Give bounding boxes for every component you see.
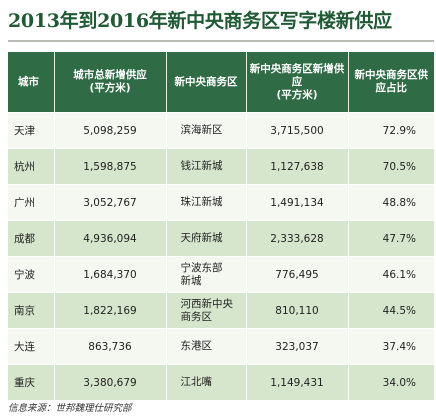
cell-city: 重庆 — [8, 364, 55, 400]
header-share: 新中央商务区供应占比 — [348, 52, 434, 113]
cell-city: 广州 — [8, 184, 55, 221]
cell-total-supply: 1,598,875 — [54, 148, 167, 185]
cell-share: 46.1% — [348, 256, 434, 293]
header-total-supply-text: 城市总新增供应 (平方米) — [73, 69, 147, 94]
cell-total-supply: 3,052,767 — [54, 184, 167, 221]
cell-share: 70.5% — [348, 148, 434, 185]
cell-cbd-supply: 810,110 — [246, 292, 349, 329]
header-share-text: 新中央商务区供应占比 — [354, 69, 429, 94]
cell-city: 宁波 — [8, 256, 55, 293]
header-cbd-supply-text: 新中央商务区新增供应 (平方米) — [249, 62, 345, 101]
header-cbd-text: 新中央商务区 — [174, 75, 238, 88]
cell-city: 天津 — [8, 112, 55, 149]
cell-total-supply: 4,936,094 — [54, 220, 167, 257]
cell-share: 47.7% — [348, 220, 434, 257]
table-row: 宁波 1,684,370 宁波东部 新城 776,495 46.1% — [8, 256, 434, 293]
header-row: 城市 城市总新增供应 (平方米) 新中央商务区 新中央商务区新增供应 (平方米)… — [8, 52, 434, 113]
table-body: 天津 5,098,259 滨海新区 3,715,500 72.9% 杭州 1,598,875… — [8, 112, 434, 400]
table-row: 广州 3,052,767 珠江新城 1,491,134 48.8% — [8, 184, 434, 221]
table-row: 杭州 1,598,875 钱江新城 1,127,638 70.5% — [8, 148, 434, 185]
cell-cbd: 钱江新城 — [166, 148, 247, 185]
cell-cbd: 珠江新城 — [166, 184, 247, 221]
cell-city: 南京 — [8, 292, 55, 329]
cell-total-supply: 1,684,370 — [54, 256, 167, 293]
cell-cbd-supply: 1,491,134 — [246, 184, 349, 221]
cell-cbd-supply: 2,333,628 — [246, 220, 349, 257]
table-row: 天津 5,098,259 滨海新区 3,715,500 72.9% — [8, 112, 434, 149]
cell-city: 成都 — [8, 220, 55, 257]
cell-cbd: 东港区 — [166, 328, 247, 365]
cell-total-supply: 863,736 — [54, 328, 167, 365]
page-title: 2013年到2016年新中央商务区写字楼新供应 — [8, 10, 392, 32]
cell-cbd-supply: 1,149,431 — [246, 364, 349, 400]
cell-cbd-supply: 1,127,638 — [246, 148, 349, 185]
cell-total-supply: 5,098,259 — [54, 112, 167, 149]
cell-share: 37.4% — [348, 328, 434, 365]
table-row: 大连 863,736 东港区 323,037 37.4% — [8, 328, 434, 365]
cell-cbd: 江北嘴 — [166, 364, 247, 400]
cell-total-supply: 1,822,169 — [54, 292, 167, 329]
header-city: 城市 — [8, 52, 55, 113]
cell-cbd: 滨海新区 — [166, 112, 247, 149]
cell-total-supply: 3,380,679 — [54, 364, 167, 400]
cell-cbd: 河西新中央 商务区 — [166, 292, 247, 329]
table-row: 南京 1,822,169 河西新中央 商务区 810,110 44.5% — [8, 292, 434, 329]
cell-share: 48.8% — [348, 184, 434, 221]
table-row: 成都 4,936,094 天府新城 2,333,628 47.7% — [8, 220, 434, 257]
cell-city: 杭州 — [8, 148, 55, 185]
cell-city: 大连 — [8, 328, 55, 365]
cell-share: 44.5% — [348, 292, 434, 329]
cell-cbd-supply: 3,715,500 — [246, 112, 349, 149]
table-row: 重庆 3,380,679 江北嘴 1,149,431 34.0% — [8, 364, 434, 400]
header-total-supply: 城市总新增供应 (平方米) — [54, 52, 167, 113]
cell-cbd: 天府新城 — [166, 220, 247, 257]
cell-cbd: 宁波东部 新城 — [166, 256, 247, 293]
source-note: 信息来源：世邦魏理仕研究部 — [8, 403, 132, 414]
header-cbd: 新中央商务区 — [166, 52, 247, 113]
cell-share: 34.0% — [348, 364, 434, 400]
header-cbd-supply: 新中央商务区新增供应 (平方米) — [246, 52, 349, 113]
cell-cbd-supply: 776,495 — [246, 256, 349, 293]
cell-cbd-supply: 323,037 — [246, 328, 349, 365]
title-divider — [8, 40, 434, 42]
cell-share: 72.9% — [348, 112, 434, 149]
supply-table: 城市 城市总新增供应 (平方米) 新中央商务区 新中央商务区新增供应 (平方米)… — [8, 52, 434, 400]
